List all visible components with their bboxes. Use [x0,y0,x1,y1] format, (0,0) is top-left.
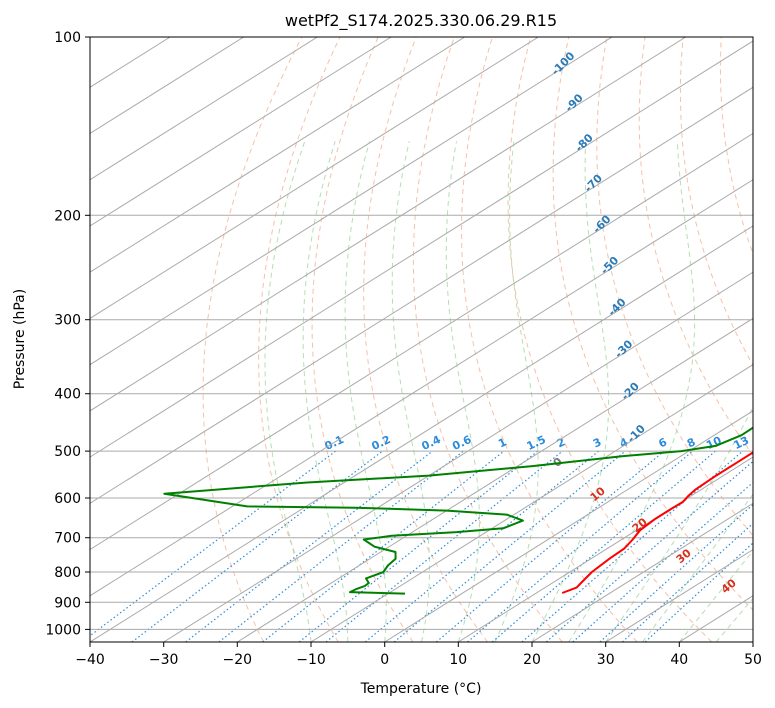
y-tick-label: 1000 [45,622,81,638]
y-tick-label: 900 [54,595,81,611]
x-tick-label: −30 [149,652,179,668]
isotherm [237,317,753,642]
x-tick-label: −10 [296,652,326,668]
x-tick-label: 10 [449,652,467,668]
isotherm [458,456,753,642]
x-tick-label: 50 [744,652,762,668]
y-tick-label: 600 [54,491,81,507]
isotherm [90,37,465,273]
isotherm [90,37,318,181]
isotherm [310,364,753,642]
y-axis-label: Pressure (hPa) [12,289,28,389]
y-tick-label: 800 [54,565,81,581]
y-tick-label: 400 [54,387,81,403]
x-tick-label: 40 [670,652,688,668]
isotherm [90,179,753,597]
isotherm [90,37,613,366]
mixing-ratio-line [90,450,337,637]
mixing-ratio-line [131,450,383,642]
isotherm [90,86,753,504]
dry-adiabat [596,37,753,537]
isotherm [531,502,753,642]
y-tick-label: 200 [54,208,81,224]
isotherm [90,37,539,319]
isotherm [90,40,753,458]
mixing-ratio-line [572,481,753,642]
mixing-ratio-label: 13 [732,434,751,452]
mixing-ratio-line [436,450,665,642]
plot-frame [89,36,754,643]
y-tick-label: 300 [54,313,81,329]
dry-adiabat [460,37,638,642]
isotherm [163,271,753,642]
dry-adiabat [363,37,489,642]
mixing-ratio-line [521,450,744,642]
isotherm [90,37,686,412]
dewpoint-line [163,426,753,595]
x-tick-label: 0 [380,652,389,668]
isotherm [384,410,753,642]
x-axis-label: Temperature (°C) [360,681,482,697]
dry-adiabat [258,37,341,642]
isotherm [90,225,753,642]
chart-title: wetPf2_S174.2025.330.06.29.R15 [285,11,557,31]
y-tick-label: 100 [54,30,81,46]
y-tick-label: 500 [54,444,81,460]
mixing-ratio-line [467,450,694,642]
x-tick-label: 30 [597,652,615,668]
isotherm [90,132,753,551]
mixing-ratio-line [298,450,539,642]
x-tick-label: −40 [75,652,105,668]
isotherm [90,37,392,227]
x-tick-label: −20 [223,652,253,668]
mixing-ratio-line [185,450,433,642]
mixing-ratio-line [325,450,563,642]
temperature-line [561,451,753,594]
mixing-ratio-line [599,503,753,642]
y-tick-label: 700 [54,531,81,547]
x-tick-label: 20 [523,652,541,668]
dry-adiabat [412,37,563,642]
dry-adiabat [202,37,303,642]
